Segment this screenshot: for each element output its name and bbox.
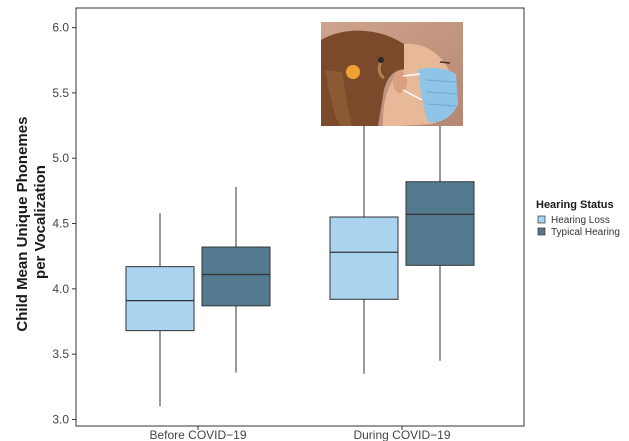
legend-title: Hearing Status (536, 199, 614, 211)
y-tick-label: 3.5 (52, 347, 69, 361)
legend-swatch-typical-hearing (537, 227, 546, 236)
box-typical-hearing (201, 246, 271, 307)
legend-swatch-hearing-loss (537, 215, 546, 224)
box-hearing-loss (329, 216, 399, 300)
y-tick-label: 6.0 (52, 21, 69, 35)
y-axis-label: Child Mean Unique Phonemes per Vocalizat… (14, 112, 49, 331)
legend-label-hearing-loss: Hearing Loss (551, 215, 610, 226)
legend-label-typical-hearing: Typical Hearing (551, 227, 620, 238)
x-tick-label: Before COVID−19 (149, 428, 246, 441)
y-axis-label-line1: Child Mean Unique Phonemes (14, 117, 31, 332)
legend: Hearing Status Hearing Loss Typical Hear… (536, 199, 620, 238)
y-tick-label: 5.5 (52, 86, 69, 100)
box-series (125, 119, 475, 407)
y-axis-label-line2: per Vocalization (32, 165, 49, 279)
x-tick-label: During COVID−19 (353, 428, 450, 441)
masked-child-photo (321, 22, 463, 126)
x-axis: Before COVID−19 During COVID−19 (149, 426, 451, 441)
box-hearing-loss (125, 266, 195, 332)
y-axis: 3.0 3.5 4.0 4.5 5.0 5.5 6.0 (52, 21, 76, 426)
box-typical-hearing (405, 181, 475, 266)
y-tick-label: 3.0 (52, 412, 69, 426)
y-tick-label: 5.0 (52, 151, 69, 165)
y-tick-label: 4.0 (52, 282, 69, 296)
y-tick-label: 4.5 (52, 217, 69, 231)
